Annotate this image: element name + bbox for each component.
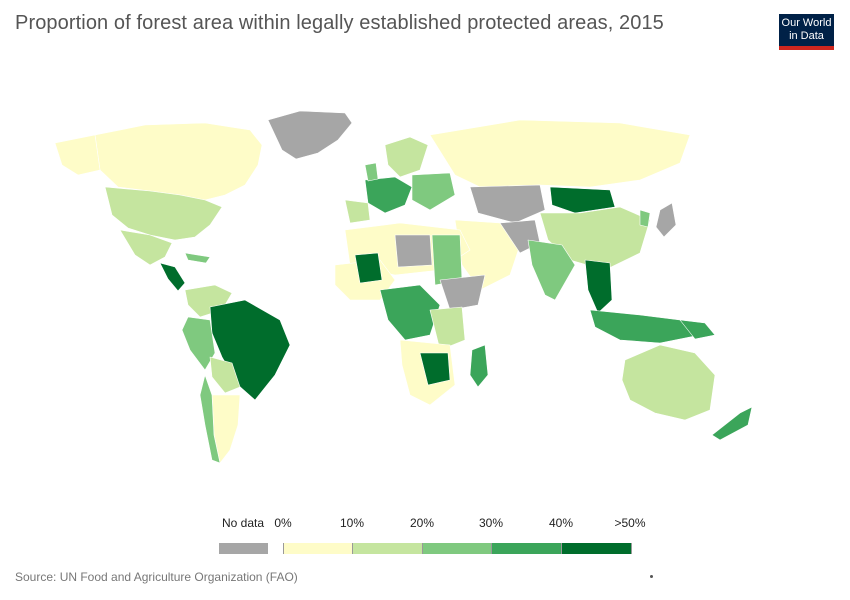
chart-title: Proportion of forest area within legally…: [15, 12, 664, 34]
region-mexico: [119, 229, 173, 266]
region-scandinavia: [384, 136, 429, 178]
region-iberia: [344, 199, 371, 224]
legend-tick-5: >50%: [614, 516, 646, 530]
legend-bin-1[interactable]: [352, 543, 423, 554]
legend-bin-0[interactable]: [283, 543, 353, 554]
region-egypt-sudan: [431, 234, 463, 286]
logo-line-2: in Data: [789, 30, 824, 42]
region-india: [527, 239, 576, 301]
world-map: [54, 110, 753, 464]
legend-bin-3[interactable]: [491, 543, 562, 554]
decorative-dot: [650, 575, 653, 578]
region-australia: [621, 344, 716, 421]
region-western-europe: [364, 176, 413, 214]
region-central-africa: [379, 284, 441, 341]
legend-tick-0: 0%: [274, 516, 292, 530]
region-madagascar: [469, 344, 489, 388]
region-russia: [429, 119, 691, 188]
region-kazakhstan: [469, 184, 546, 224]
region-canada: [94, 122, 263, 201]
region-greenland: [267, 110, 353, 160]
region-new-zealand: [711, 406, 753, 441]
region-southeast-asia: [584, 259, 613, 314]
owid-logo[interactable]: Our World in Data: [779, 14, 834, 50]
region-zambia-zimbabwe: [419, 352, 451, 386]
region-japan: [655, 202, 677, 238]
legend-tick-1: 10%: [339, 516, 365, 530]
region-uk: [364, 162, 379, 182]
legend-bin-4[interactable]: [561, 543, 632, 554]
region-caribbean: [184, 252, 211, 264]
region-eastern-europe: [411, 172, 456, 211]
legend-tick-4: 40%: [548, 516, 574, 530]
legend-tick-2: 20%: [409, 516, 435, 530]
region-indonesia: [589, 309, 701, 344]
region-bolivia-paraguay: [209, 356, 241, 394]
region-east-africa: [429, 306, 466, 351]
region-mongolia: [549, 186, 616, 214]
region-central-america: [159, 262, 186, 292]
legend-bin-2[interactable]: [422, 543, 492, 554]
region-brazil: [209, 299, 291, 401]
legend-no-data-label: No data: [221, 516, 265, 530]
region-peru: [181, 316, 216, 371]
source-note[interactable]: Source: UN Food and Agriculture Organiza…: [15, 570, 298, 584]
region-horn-africa: [439, 274, 486, 311]
region-papua-new-guinea: [679, 319, 716, 340]
region-mali: [354, 252, 383, 284]
legend-no-data-swatch[interactable]: [219, 543, 268, 554]
region-chile: [199, 374, 221, 464]
logo-line-1: Our World: [781, 17, 832, 29]
region-korea: [639, 209, 651, 228]
region-usa: [104, 186, 223, 241]
region-sahara-nodata: [394, 234, 433, 268]
region-alaska: [54, 134, 101, 176]
legend-tick-3: 30%: [478, 516, 504, 530]
